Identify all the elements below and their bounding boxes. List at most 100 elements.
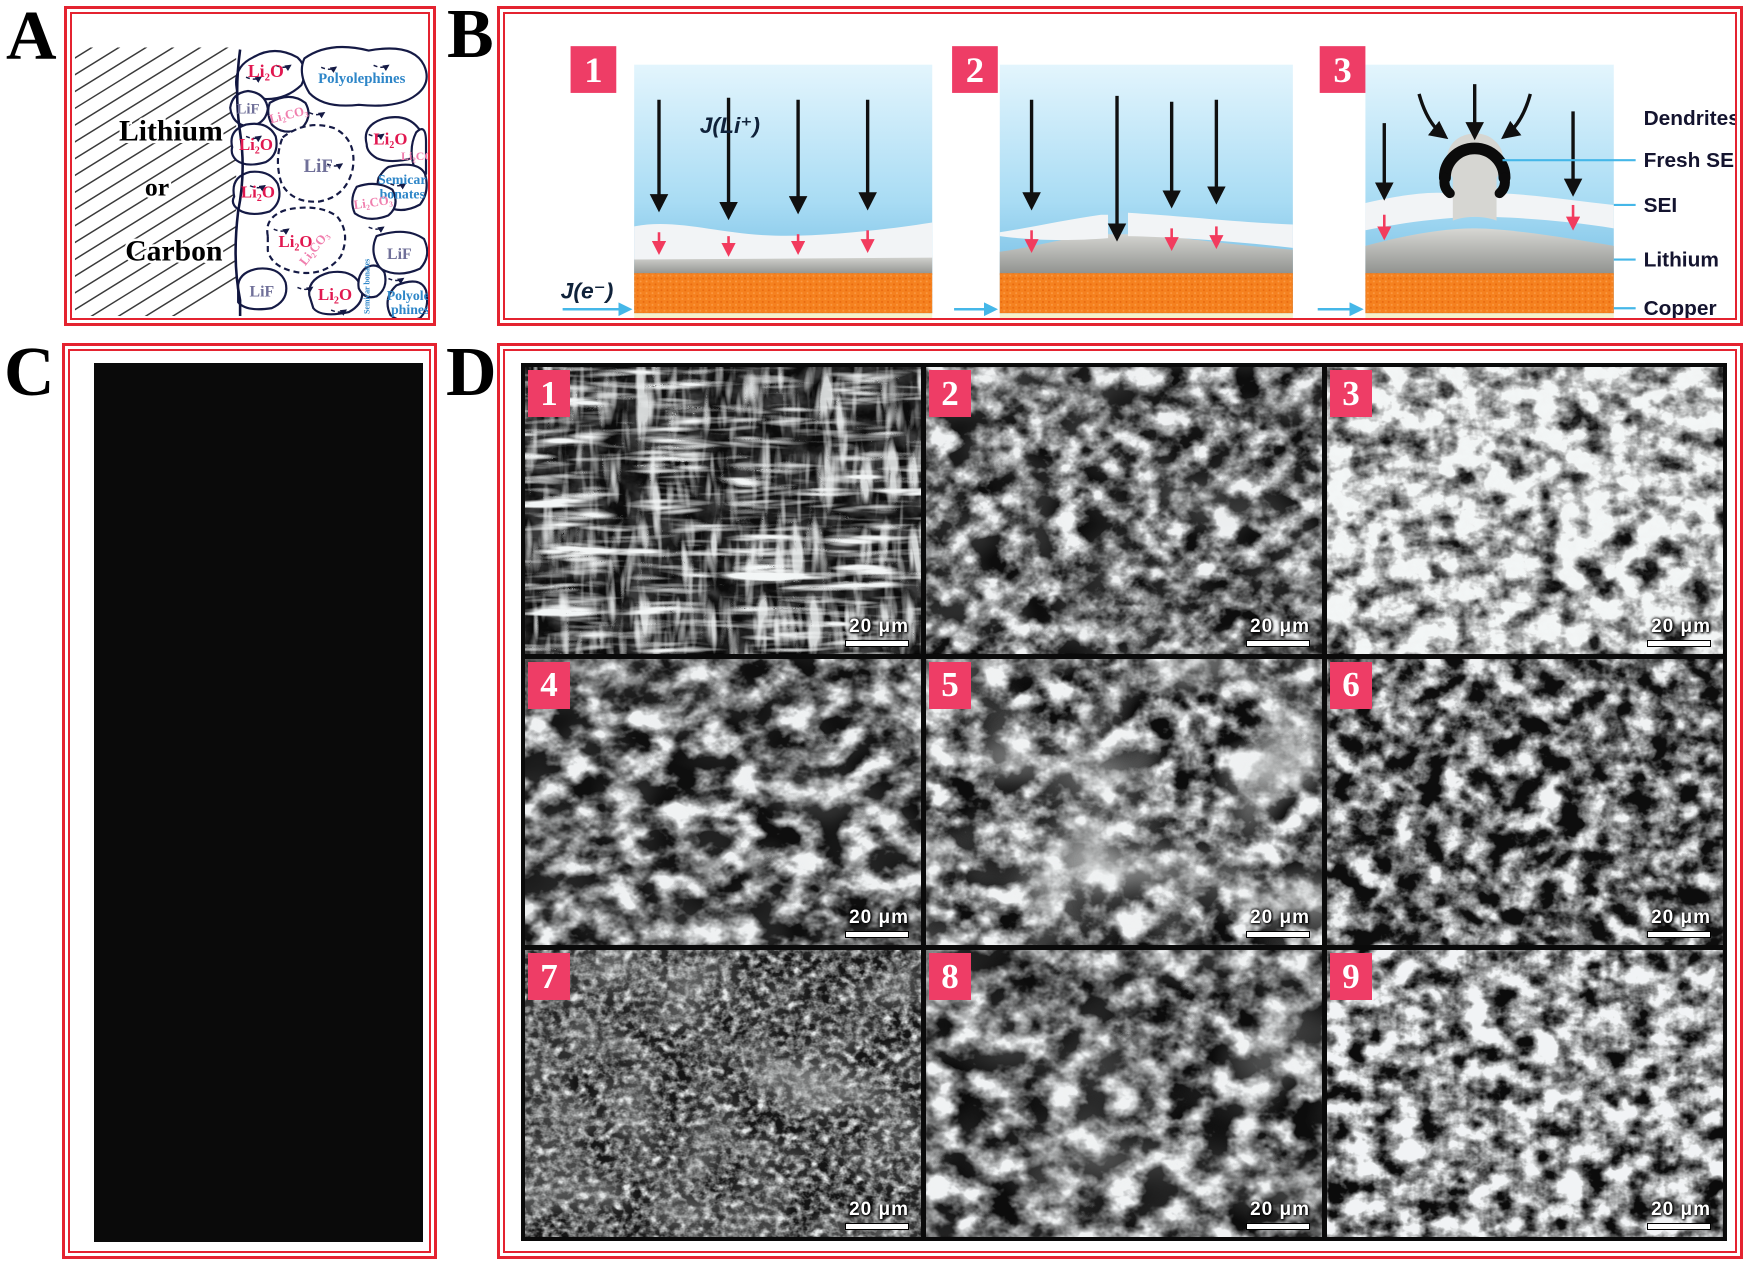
scale-bar-line	[1647, 931, 1711, 939]
scale-bar-line	[1246, 639, 1310, 647]
legend-lithium: Lithium	[1644, 249, 1719, 272]
fresh-sei-cap-lobe	[1439, 172, 1455, 199]
step-2-diagram: 2	[952, 46, 1293, 317]
scale-bar-line	[845, 1222, 909, 1230]
sei-label: Li₂O	[318, 285, 352, 304]
image-number-badge: 2	[929, 370, 971, 417]
scale-bar: 20 μm	[845, 616, 909, 647]
layer-legend: Dendrites Fresh SEI SEI Lithium Copper	[1502, 107, 1735, 318]
electrode-label-line2: or	[145, 173, 169, 202]
copper-layer	[634, 273, 933, 314]
sei-label: LiF	[387, 246, 412, 263]
sei-label: LiF	[236, 102, 259, 118]
sem-texture	[1327, 950, 1723, 1237]
sei-label: Polyolephines	[318, 71, 405, 87]
image-number-badge: 3	[1330, 370, 1372, 417]
sem-texture	[525, 950, 921, 1237]
panel-a-illustration: Lithium or Carbon Li₂O Polyolephines LiF…	[74, 45, 428, 318]
sei-label: LiF	[250, 283, 275, 300]
li-ion-flux-arrows	[1022, 95, 1226, 242]
step-number: 1	[584, 51, 602, 91]
panel-b-illustration: J(Li⁺) J(e⁻) 1	[561, 46, 1735, 318]
legend-sei: SEI	[1644, 194, 1678, 217]
legend-leader-lines	[1502, 159, 1636, 310]
image-number-badge: 1	[528, 370, 570, 417]
step-3-diagram: 3	[1317, 46, 1614, 317]
scale-bar: 20 μm	[845, 1199, 909, 1230]
sem-texture	[525, 658, 921, 946]
scale-bar-label: 20 μm	[849, 907, 909, 929]
scale-bar-label: 20 μm	[849, 1198, 909, 1220]
scale-bar-line	[1647, 639, 1711, 647]
scale-bar-line	[845, 639, 909, 647]
sei-flux-arrows	[1377, 204, 1581, 241]
image-number-badge: 5	[929, 661, 971, 709]
sem-image-d5: 5 20 μm	[926, 658, 1322, 946]
scale-bar: 20 μm	[1647, 907, 1711, 939]
sei-label: Li₂CO₃	[401, 149, 428, 163]
scale-bar: 20 μm	[845, 907, 909, 939]
sem-texture	[525, 367, 921, 654]
fresh-sei-cap-lobe	[1494, 172, 1510, 199]
panel-c-image-stack: 1 20 μm 2 20 μm	[94, 363, 423, 1242]
sem-texture	[926, 950, 1322, 1237]
panel-a-letter: A	[6, 0, 57, 75]
scale-bar: 20 μm	[1246, 616, 1310, 647]
electron-flux-label: J(e⁻)	[561, 279, 614, 304]
scale-bar-line	[1246, 1222, 1310, 1230]
sei-plate-right	[1127, 212, 1293, 248]
image-number-badge: 4	[528, 661, 570, 709]
fresh-sei-cap	[1438, 142, 1511, 184]
sem-image-d1: 1 20 μm	[525, 367, 921, 654]
copper-layer	[999, 273, 1293, 314]
sei-label: Li₂O	[239, 135, 273, 154]
sem-image-d4: 4 20 μm	[525, 658, 921, 946]
panel-c: 1 20 μm 2 20 μm	[62, 343, 437, 1259]
legend-fresh-sei: Fresh SEI	[1644, 149, 1735, 172]
panel-d-letter: D	[446, 334, 497, 411]
sei-label: Li₂O	[248, 61, 284, 81]
copper-layer	[1365, 273, 1614, 314]
sem-texture	[1327, 367, 1723, 654]
electrode-label-line1: Lithium	[119, 115, 223, 147]
sei-flux-arrows	[1024, 226, 1224, 254]
panel-a: Lithium or Carbon Li₂O Polyolephines LiF…	[64, 6, 436, 326]
sem-texture	[1327, 658, 1723, 946]
image-number-badge: 9	[1330, 953, 1372, 1001]
step-number: 2	[966, 51, 984, 91]
sem-texture	[926, 367, 1322, 654]
substrate-shadow	[634, 313, 1614, 318]
sem-image-d2: 2 20 μm	[926, 367, 1322, 654]
sei-label: Semicar bonates	[363, 259, 372, 314]
legend-dendrites: Dendrites	[1644, 107, 1735, 130]
image-number-badge: 6	[1330, 661, 1372, 709]
panel-c-letter: C	[4, 334, 55, 411]
scale-bar-label: 20 μm	[849, 615, 909, 637]
step-number-badge	[1319, 46, 1366, 93]
scale-bar-line	[1246, 931, 1310, 939]
scale-bar: 20 μm	[1647, 1199, 1711, 1230]
step-number-badge	[570, 46, 617, 93]
lithium-layer	[1365, 228, 1614, 276]
step-number: 3	[1333, 51, 1351, 91]
sei-flux-arrows	[651, 230, 875, 257]
sei-label: Li₂O	[241, 183, 275, 202]
sei-label: Polyole	[387, 288, 428, 303]
lithium-layer	[634, 255, 933, 276]
sei-layer	[634, 222, 933, 260]
sem-image-d7: 7 20 μm	[525, 950, 921, 1237]
sei-label: bonates	[380, 187, 426, 202]
step-1-diagram: J(Li⁺) J(e⁻) 1	[561, 46, 933, 317]
panel-b: J(Li⁺) J(e⁻) 1	[497, 6, 1743, 326]
sei-label: LiF	[304, 156, 333, 177]
panel-b-letter: B	[447, 0, 494, 73]
scale-bar: 20 μm	[1246, 1199, 1310, 1230]
legend-copper: Copper	[1644, 297, 1717, 318]
sei-mosaic-dashed	[266, 124, 355, 275]
sem-texture	[926, 658, 1322, 946]
scale-bar-line	[845, 931, 909, 939]
electrode-sei-boundary	[234, 49, 244, 317]
li-ion-flux-arrows	[649, 97, 877, 221]
sei-label: Semicar	[378, 172, 426, 187]
electrode-label-line3: Carbon	[125, 236, 223, 268]
